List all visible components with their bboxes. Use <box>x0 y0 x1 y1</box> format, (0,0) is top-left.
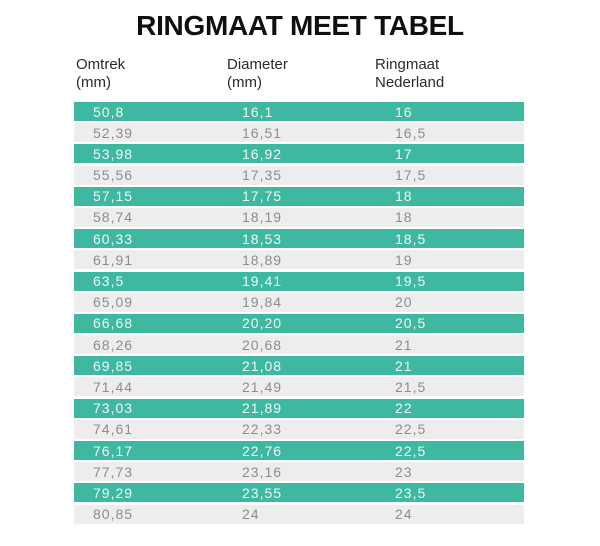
cell-ringmaat: 24 <box>395 506 413 523</box>
table-row: 61,91 18,89 19 <box>74 250 524 270</box>
table-row: 52,39 16,51 16,5 <box>74 123 524 143</box>
cell-omtrek: 60,33 <box>93 230 134 247</box>
table-row: 57,15 17,75 18 <box>74 186 524 206</box>
cell-omtrek: 76,17 <box>93 442 134 459</box>
cell-omtrek: 80,85 <box>93 506 134 523</box>
cell-diameter: 20,68 <box>242 336 283 353</box>
table-row: 77,73 23,16 23 <box>74 462 524 482</box>
cell-omtrek: 50,8 <box>93 103 125 120</box>
cell-ringmaat: 20 <box>395 294 413 311</box>
cell-omtrek: 61,91 <box>93 251 134 268</box>
column-header-label: Diameter <box>227 56 288 73</box>
page-title: RINGMAAT MEET TABEL <box>136 10 464 41</box>
cell-ringmaat: 19,5 <box>395 273 427 289</box>
cell-omtrek: 69,85 <box>93 357 134 374</box>
cell-diameter: 21,08 <box>242 357 283 374</box>
cell-ringmaat: 18,5 <box>395 230 427 247</box>
table-row: 63,5 19,41 19,5 <box>74 271 524 291</box>
cell-diameter: 22,76 <box>242 442 283 459</box>
cell-ringmaat: 16,5 <box>395 124 427 141</box>
cell-ringmaat: 23,5 <box>395 484 427 501</box>
cell-diameter: 17,75 <box>242 188 283 205</box>
cell-omtrek: 52,39 <box>93 124 134 141</box>
column-header-unit: Nederland <box>375 74 445 91</box>
cell-ringmaat: 21 <box>395 357 413 374</box>
table-row: 66,68 20,20 20,5 <box>74 313 524 333</box>
cell-omtrek: 55,56 <box>93 167 134 184</box>
cell-diameter: 24 <box>242 506 260 523</box>
cell-omtrek: 68,26 <box>93 336 134 353</box>
cell-diameter: 16,92 <box>242 145 283 162</box>
table-row: 68,26 20,68 21 <box>74 335 524 355</box>
table-row: 80,85 24 24 <box>74 504 524 524</box>
column-header-omtrek: Omtrek (mm) <box>76 56 125 92</box>
cell-omtrek: 58,74 <box>93 209 134 226</box>
cell-ringmaat: 22,5 <box>395 421 427 438</box>
table-row: 73,03 21,89 22 <box>74 398 524 418</box>
table-row: 65,09 19,84 20 <box>74 292 524 312</box>
cell-ringmaat: 17,5 <box>395 167 427 184</box>
table-row: 58,74 18,19 18 <box>74 207 524 227</box>
cell-diameter: 23,55 <box>242 484 283 501</box>
table-row: 50,8 16,1 16 <box>74 102 524 121</box>
ring-size-table: 50,8 16,1 16 52,39 16,51 16,5 53,98 16,92 17 55,5… <box>74 102 524 526</box>
cell-ringmaat: 20,5 <box>395 315 427 332</box>
cell-diameter: 16,51 <box>242 124 283 141</box>
table-row: 71,44 21,49 21,5 <box>74 377 524 397</box>
cell-ringmaat: 21,5 <box>395 378 427 395</box>
cell-diameter: 17,35 <box>242 167 283 184</box>
cell-diameter: 21,89 <box>242 400 283 417</box>
cell-ringmaat: 21 <box>395 336 413 353</box>
cell-diameter: 21,49 <box>242 378 283 395</box>
column-header-label: Ringmaat <box>375 56 440 73</box>
cell-ringmaat: 19 <box>395 251 413 268</box>
column-header-unit: (mm) <box>76 74 111 91</box>
table-row: 76,17 22,76 22,5 <box>74 441 524 460</box>
cell-diameter: 20,20 <box>242 315 283 332</box>
cell-diameter: 16,1 <box>242 103 274 120</box>
cell-diameter: 23,16 <box>242 463 283 480</box>
cell-omtrek: 57,15 <box>93 188 134 205</box>
cell-diameter: 18,53 <box>242 230 283 247</box>
table-header: Omtrek (mm) Diameter (mm) Ringmaat Neder… <box>0 56 600 98</box>
table-row: 60,33 18,53 18,5 <box>74 229 524 249</box>
cell-diameter: 22,33 <box>242 421 283 438</box>
table-row: 53,98 16,92 17 <box>74 144 524 164</box>
cell-omtrek: 73,03 <box>93 400 134 417</box>
cell-ringmaat: 23 <box>395 463 413 480</box>
cell-omtrek: 77,73 <box>93 463 134 480</box>
table-row: 79,29 23,55 23,5 <box>74 483 524 503</box>
cell-ringmaat: 18 <box>395 209 413 226</box>
cell-ringmaat: 18 <box>395 188 413 205</box>
cell-diameter: 19,41 <box>242 273 283 289</box>
cell-omtrek: 53,98 <box>93 145 134 162</box>
column-header-label: Omtrek <box>76 56 126 73</box>
cell-ringmaat: 22 <box>395 400 413 417</box>
cell-omtrek: 71,44 <box>93 378 134 395</box>
cell-ringmaat: 16 <box>395 103 413 120</box>
cell-diameter: 18,89 <box>242 251 283 268</box>
table-row: 69,85 21,08 21 <box>74 356 524 376</box>
cell-omtrek: 74,61 <box>93 421 134 438</box>
cell-omtrek: 63,5 <box>93 273 125 289</box>
column-header-ringmaat: Ringmaat Nederland <box>375 56 444 92</box>
cell-omtrek: 66,68 <box>93 315 134 332</box>
table-row: 74,61 22,33 22,5 <box>74 419 524 439</box>
cell-omtrek: 79,29 <box>93 484 134 501</box>
cell-diameter: 18,19 <box>242 209 283 226</box>
cell-ringmaat: 22,5 <box>395 442 427 459</box>
cell-omtrek: 65,09 <box>93 294 134 311</box>
column-header-unit: (mm) <box>227 74 262 91</box>
table-row: 55,56 17,35 17,5 <box>74 165 524 185</box>
column-header-diameter: Diameter (mm) <box>227 56 288 92</box>
cell-diameter: 19,84 <box>242 294 283 311</box>
cell-ringmaat: 17 <box>395 145 413 162</box>
